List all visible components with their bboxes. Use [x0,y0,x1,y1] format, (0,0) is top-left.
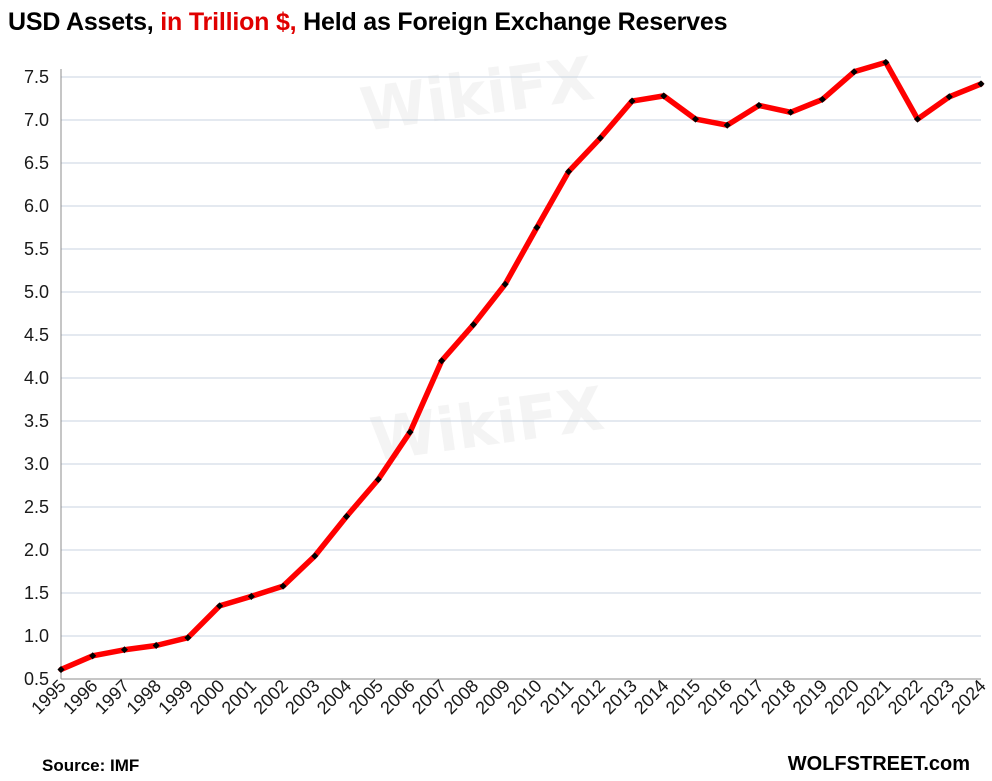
data-point [565,168,573,176]
data-point [469,321,477,329]
data-point [850,68,858,76]
chart-title: USD Assets, in Trillion $, Held as Forei… [8,8,727,37]
title-part-3: Held as Foreign Exchange Reserves [296,8,728,36]
data-point [89,652,97,660]
data-point [279,582,287,590]
x-tick-label: 2020 [820,676,862,718]
y-tick-label: 1.5 [24,583,49,603]
x-tick-label: 2014 [630,676,672,718]
data-point [691,115,700,123]
x-tick-label: 2012 [567,676,609,718]
y-tick-label: 2.5 [24,497,49,517]
x-tick-label: 2024 [947,676,989,718]
brand-label: WOLFSTREET.com [787,753,970,775]
data-point [787,108,795,116]
x-tick-label: 2021 [852,676,894,718]
data-point [596,134,604,142]
data-point-markers [57,58,985,674]
data-point [374,475,382,484]
data-point [216,602,224,610]
x-tick-label: 2005 [345,676,387,718]
data-point [184,634,192,642]
x-tick-label: 2018 [757,676,799,718]
series-line [58,59,984,673]
x-tick-label: 2007 [408,676,450,718]
x-tick-label: 2003 [281,676,323,718]
y-tick-label: 5.0 [24,282,49,302]
data-point [723,121,731,129]
data-series [58,59,984,673]
x-tick-label: 2013 [598,676,640,718]
x-tick-label: 1996 [59,676,101,718]
y-tick-label: 6.0 [24,196,49,216]
y-tick-label: 5.5 [24,239,49,259]
data-point [438,357,446,365]
x-tick-label: 2022 [884,676,926,718]
x-tick-label: 2019 [789,676,831,718]
grid-lines [61,76,981,637]
data-point [152,641,160,649]
y-tick-label: 3.0 [24,454,49,474]
x-tick-label: 2006 [376,676,418,718]
x-tick-label: 2015 [662,676,704,718]
y-tick-label: 4.0 [24,368,49,388]
y-tick-label: 4.5 [24,325,49,345]
x-tick-label: 2011 [536,676,578,718]
x-tick-label: 2001 [218,676,260,718]
data-point [311,552,319,560]
data-point [882,58,890,66]
x-axis-tick-labels: 1995199619971998199920002001200220032004… [27,676,989,718]
title-highlight: in Trillion $, [160,8,297,36]
data-point [660,92,668,100]
data-point [945,93,953,101]
x-tick-label: 2010 [503,676,545,718]
y-tick-label: 7.5 [24,67,49,87]
y-tick-label: 3.5 [24,411,49,431]
data-point [247,592,255,600]
x-tick-label: 2008 [440,676,482,718]
data-point [406,428,414,436]
x-tick-label: 1999 [154,676,196,718]
y-axis-tick-labels: 0.5 1.0 1.5 2.0 2.5 3.0 3.5 4.0 4.5 5.0 5.5 6.0 6.5 7… [24,67,49,689]
x-tick-label: 1997 [91,676,133,718]
x-tick-label: 2004 [313,676,355,718]
y-tick-label: 7.0 [24,110,49,130]
y-tick-label: 1.0 [24,626,49,646]
source-note: Source: IMF [42,756,140,775]
title-part-1: USD Assets, [8,8,161,36]
y-tick-label: 6.5 [24,153,49,173]
y-tick-label: 2.0 [24,540,49,560]
y-tick-label: 0.5 [24,669,49,689]
data-point [120,646,128,654]
data-point [57,666,65,674]
data-point [755,101,763,109]
data-point [818,95,826,103]
x-tick-label: 1998 [123,676,165,718]
data-point [533,223,541,232]
axes [60,69,981,680]
x-tick-label: 2016 [694,676,736,718]
x-tick-label: 2000 [186,676,228,718]
data-point [342,512,351,520]
data-point [914,115,922,123]
data-point [977,80,985,88]
x-tick-label: 2009 [472,676,514,718]
data-point [628,97,636,105]
x-tick-label: 2017 [725,676,767,718]
data-point [501,280,509,288]
x-tick-label: 2002 [249,676,291,718]
x-tick-label: 2023 [916,676,958,718]
